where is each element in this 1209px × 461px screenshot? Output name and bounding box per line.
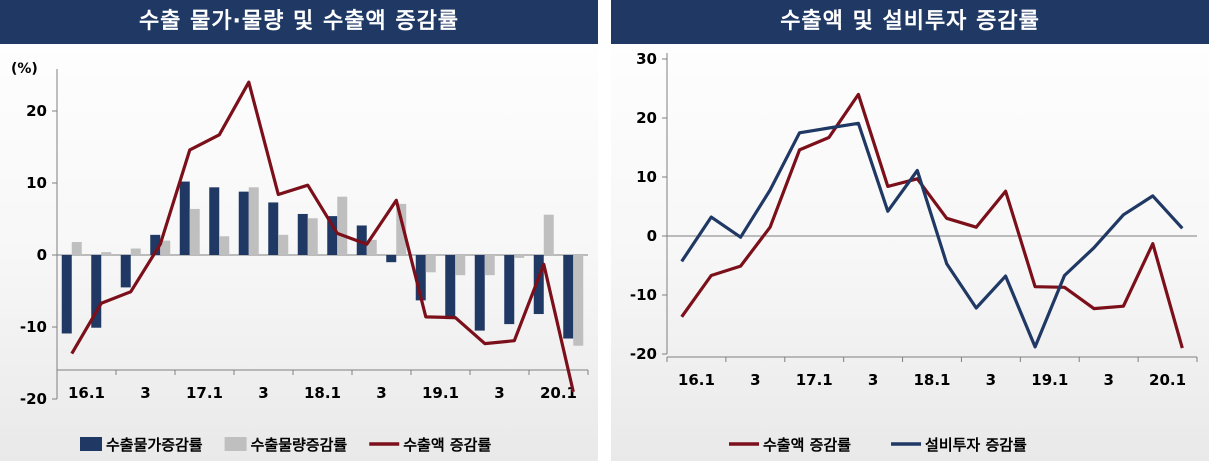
legend-label: 수출액 증감률 [763,436,851,454]
x-tick-label: 17.1 [796,371,833,389]
bar-export-price [504,255,515,325]
series-line-2 [680,121,1184,349]
bar-export-volume [455,255,466,276]
x-tick-label: 17.1 [186,384,223,402]
right-chart-panel: 수출액 및 설비투자 증감률 30 20 10 0 -10 -20 16.1 3 17.1 3 18… [611,0,1209,461]
y-unit-label: (%) [11,61,38,77]
bar-export-price [386,255,397,263]
bar-export-volume [248,187,259,255]
y-tick-label: 0 [37,246,47,264]
bar-export-volume [396,203,407,255]
bar-export-price [120,255,131,288]
bar-export-price [150,234,161,255]
x-tick-label: 19.1 [1031,371,1068,389]
series-line-1 [680,92,1184,349]
left-chart-panel: 수출 물가·물량 및 수출액 증감률 20 10 0 -10 -20 (%) 16.1 3 17… [0,0,598,461]
bar-export-price [474,255,485,331]
y-tick-label: -10 [20,318,47,336]
x-tick-label: 18.1 [304,384,341,402]
bar-export-volume [307,218,318,255]
bar-export-volume [160,240,171,255]
x-tick-label: 3 [986,371,996,389]
left-chart-svg: 20 10 0 -10 -20 (%) 16.1 3 17.1 3 18.1 3 19.1 3 20.1 수출… [11,61,589,454]
bar-export-price [238,191,249,255]
x-tick-label: 19.1 [422,384,459,402]
y-tick-label: -20 [20,390,47,408]
x-tick-label: 16.1 [68,384,105,402]
bar-export-volume [101,252,112,255]
bar-export-volume [366,239,377,255]
bar-export-volume [514,255,525,258]
bar-export-volume [425,255,436,273]
x-tick-label: 20.1 [1149,371,1186,389]
right-chart-svg: 30 20 10 0 -10 -20 16.1 3 17.1 3 18.1 3 19.1 3 20.1 수출액… [630,50,1198,454]
x-tick-label: 3 [494,384,504,402]
bar-export-price [533,255,544,315]
bar-export-volume [189,208,200,255]
y-tick-label: -10 [630,286,657,304]
bar-export-price [415,255,426,301]
bar-export-price [297,213,308,255]
y-tick-label: 20 [636,109,657,127]
x-tick-label: 3 [258,384,268,402]
x-tick-label: 3 [1103,371,1113,389]
x-tick-label: 16.1 [678,371,715,389]
legend-label: 설비투자 증감률 [925,436,1027,454]
bar-export-price [91,255,102,328]
left-chart-title: 수출 물가·물량 및 수출액 증감률 [0,0,598,44]
y-tick-label: 10 [636,168,657,186]
bar-export-volume [484,255,495,276]
y-tick-label: -20 [630,345,657,363]
x-tick-label: 20.1 [540,384,577,402]
bar-export-price [563,255,574,339]
x-tick-label: 3 [140,384,150,402]
bar-export-price [356,225,367,255]
bar-export-volume [278,234,289,255]
series-line-1 [70,80,575,393]
bar-export-price [268,202,279,255]
x-tick-label: 3 [868,371,878,389]
bar-export-volume [219,236,230,255]
y-tick-label: 30 [636,50,657,68]
legend-label: 수출물량증감률 [251,436,348,454]
y-tick-label: 20 [26,102,47,120]
legend-label: 수출액 증감률 [403,436,491,454]
x-tick-label: 3 [376,384,386,402]
bar-export-price [445,255,456,320]
bar-export-price [61,255,72,334]
legend-swatch-bar [80,437,102,451]
bar-export-volume [130,248,141,255]
x-tick-label: 18.1 [913,371,950,389]
bar-export-volume [337,196,348,255]
y-tick-label: 10 [26,174,47,192]
bar-export-volume [543,214,554,255]
bar-export-volume [71,242,82,255]
x-tick-label: 3 [750,371,760,389]
bar-export-price [179,181,190,255]
bar-export-volume [573,255,584,346]
bar-export-price [209,187,220,255]
right-chart-title: 수출액 및 설비투자 증감률 [611,0,1209,44]
bar-export-price [327,216,338,255]
legend-swatch-bar [224,437,247,451]
y-tick-label: 0 [647,227,657,245]
legend-label: 수출물가증감률 [106,436,203,454]
